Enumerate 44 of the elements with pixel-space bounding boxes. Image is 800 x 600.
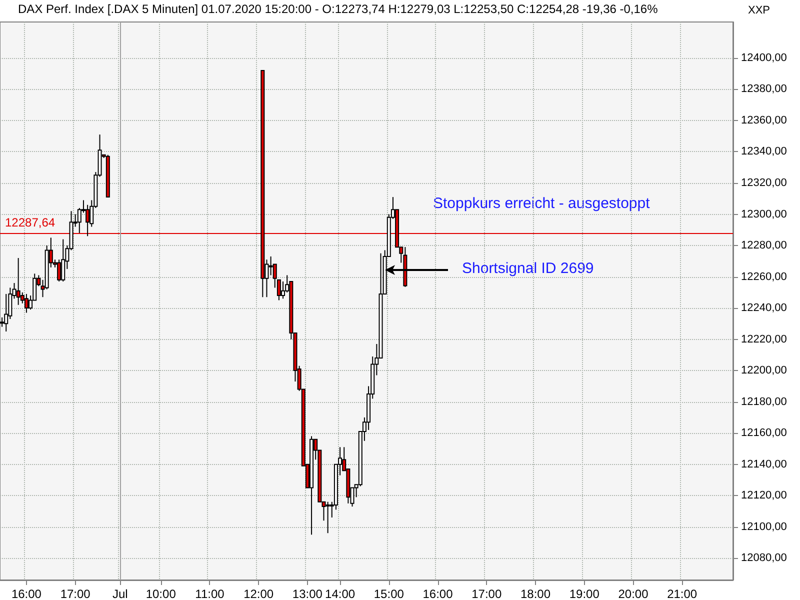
candlestick: [61, 238, 66, 282]
y-tick-label: 12280,00: [741, 240, 787, 252]
candlestick: [24, 293, 28, 314]
y-tick-label: 12360,00: [741, 114, 787, 126]
y-tick-label: 12380,00: [741, 83, 787, 96]
y-tick-label: 12120,00: [741, 490, 787, 502]
y-tick-label: 12260,00: [741, 270, 787, 283]
x-tick-label: 17:00: [472, 587, 502, 600]
x-tick-label: 15:00: [374, 587, 404, 600]
x-tick-label: 14:00: [325, 587, 356, 600]
x-tick-label: 13:00: [292, 587, 323, 600]
y-tick-label: 12240,00: [741, 302, 787, 314]
ref-line-label: 12287,64: [5, 216, 56, 230]
x-tick-label: 12:00: [244, 587, 274, 600]
candlestick: [57, 259, 62, 282]
y-tick-label: 12320,00: [741, 176, 787, 189]
x-tick-label: 17:00: [60, 587, 91, 600]
x-tick-label: 16:00: [11, 587, 42, 600]
y-tick-label: 12180,00: [741, 396, 787, 408]
x-tick-label: 10:00: [146, 587, 176, 600]
candlestick: [268, 256, 273, 276]
x-tick-label: 18:00: [520, 587, 551, 600]
y-tick-label: 12200,00: [741, 364, 787, 377]
x-tick-label: 11:00: [195, 587, 225, 600]
x-tick-label: 21:00: [667, 587, 698, 600]
annotation: Shortsignal ID 2699: [462, 260, 594, 277]
y-tick-label: 12160,00: [741, 427, 787, 440]
y-tick-label: 12080,00: [741, 552, 787, 564]
x-tick-label: 16:00: [422, 587, 454, 600]
y-tick-label: 12340,00: [741, 146, 787, 158]
y-axis-title: XXP: [748, 4, 770, 16]
y-tick-label: 12220,00: [741, 333, 787, 346]
candlestick: [276, 279, 281, 301]
candlestick: [326, 501, 330, 534]
x-tick-label: 19:00: [569, 587, 600, 600]
y-tick-label: 12100,00: [741, 520, 787, 533]
y-tick-label: 12300,00: [741, 208, 787, 220]
candlestick: [16, 258, 20, 306]
chart-title: DAX Perf. Index [.DAX 5 Minuten] 01.07.2020 15:20:00 - O:12273,74 H:12279,03 L:12253,50 C:12254,28 -19,36 -0,16%: [18, 2, 658, 16]
x-tick-label: 20:00: [618, 587, 649, 600]
x-tick-label: Jul: [112, 587, 128, 600]
annotation: Stoppkurs erreicht - ausgestoppt: [433, 195, 651, 212]
y-tick-label: 12140,00: [741, 458, 787, 470]
y-tick-label: 12400,00: [741, 52, 787, 64]
